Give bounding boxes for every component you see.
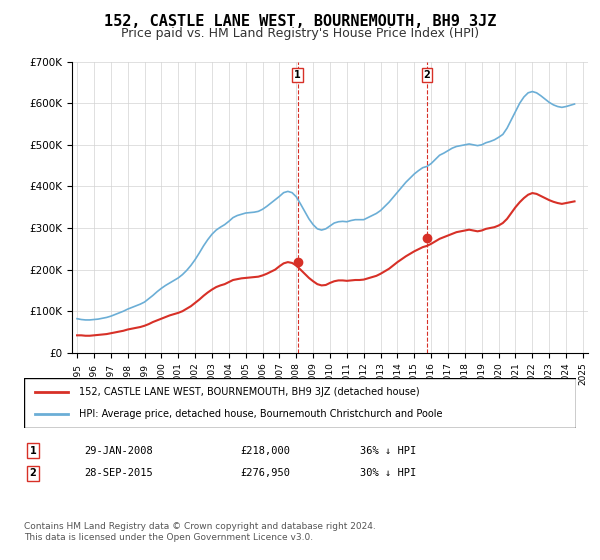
- Text: 1: 1: [294, 71, 301, 80]
- Text: 152, CASTLE LANE WEST, BOURNEMOUTH, BH9 3JZ (detached house): 152, CASTLE LANE WEST, BOURNEMOUTH, BH9 …: [79, 387, 420, 397]
- Text: £276,950: £276,950: [240, 468, 290, 478]
- FancyBboxPatch shape: [24, 378, 576, 428]
- Text: 2: 2: [424, 71, 430, 80]
- Text: HPI: Average price, detached house, Bournemouth Christchurch and Poole: HPI: Average price, detached house, Bour…: [79, 409, 443, 419]
- Text: Contains HM Land Registry data © Crown copyright and database right 2024.: Contains HM Land Registry data © Crown c…: [24, 522, 376, 531]
- Text: 29-JAN-2008: 29-JAN-2008: [84, 446, 153, 456]
- Text: 30% ↓ HPI: 30% ↓ HPI: [360, 468, 416, 478]
- Text: £218,000: £218,000: [240, 446, 290, 456]
- Text: 1: 1: [29, 446, 37, 456]
- Text: Price paid vs. HM Land Registry's House Price Index (HPI): Price paid vs. HM Land Registry's House …: [121, 27, 479, 40]
- Text: This data is licensed under the Open Government Licence v3.0.: This data is licensed under the Open Gov…: [24, 533, 313, 542]
- Text: 36% ↓ HPI: 36% ↓ HPI: [360, 446, 416, 456]
- Text: 2: 2: [29, 468, 37, 478]
- Text: 152, CASTLE LANE WEST, BOURNEMOUTH, BH9 3JZ: 152, CASTLE LANE WEST, BOURNEMOUTH, BH9 …: [104, 14, 496, 29]
- Text: 28-SEP-2015: 28-SEP-2015: [84, 468, 153, 478]
